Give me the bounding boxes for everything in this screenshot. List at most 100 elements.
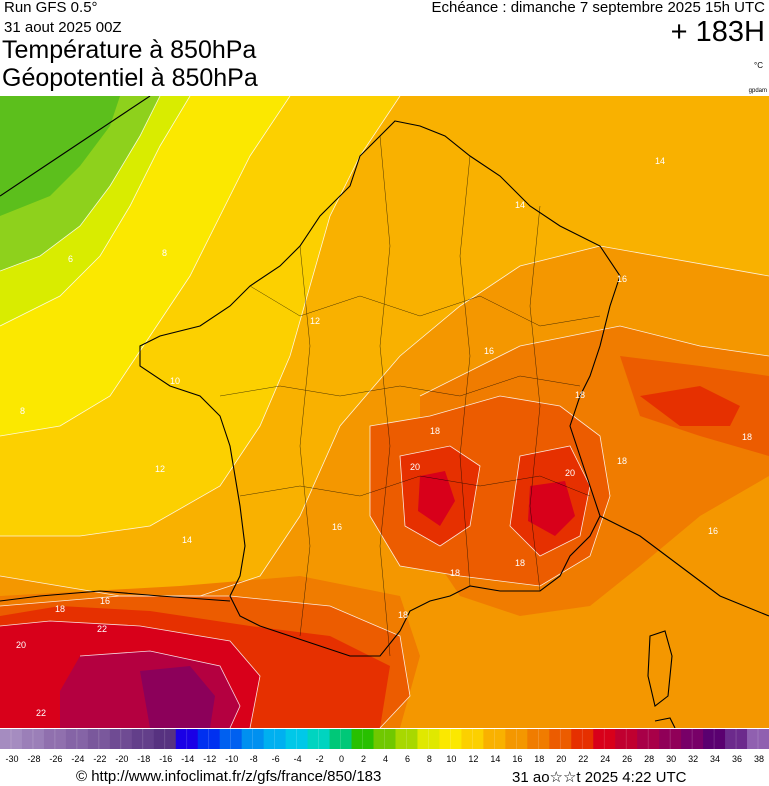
legend-swatch [549, 729, 572, 749]
legend-tick-label: 18 [534, 754, 544, 764]
contour-label: 10 [170, 376, 180, 386]
legend-tick-label: 26 [622, 754, 632, 764]
legend-swatch [747, 729, 769, 749]
generation-date: 31 ao☆☆t 2025 4:22 UTC [512, 769, 687, 786]
contour-label: 14 [655, 156, 665, 166]
contour-line [509, 445, 591, 557]
legend-swatch [263, 729, 287, 749]
legend-tick-label: 22 [578, 754, 588, 764]
legend-tick-label: 8 [427, 754, 432, 764]
gpdam-label: gpdam [748, 88, 767, 94]
legend-tick-label: 12 [468, 754, 478, 764]
legend-swatch [197, 729, 221, 749]
run-label: Run GFS 0.5° [4, 0, 98, 16]
region-border [219, 375, 581, 397]
corsica [647, 630, 673, 707]
legend-swatch [527, 729, 550, 749]
legend-tick-label: -10 [225, 754, 238, 764]
legend-tick-label: 24 [600, 754, 610, 764]
legend-tick-label: 14 [490, 754, 500, 764]
contour-label: 18 [450, 568, 460, 578]
region-border [379, 135, 391, 657]
legend-tick-label: 6 [405, 754, 410, 764]
contour-label: 16 [617, 274, 627, 284]
legend-tick-label: 10 [446, 754, 456, 764]
contour-line [0, 96, 291, 437]
legend-swatch [43, 729, 67, 749]
contour-label: 8 [20, 406, 25, 416]
legend-tick-label: -18 [137, 754, 150, 764]
contour-label: 16 [100, 596, 110, 606]
legend-tick-label: 4 [383, 754, 388, 764]
contour-label: 16 [708, 526, 718, 536]
contour-label: 22 [97, 624, 107, 634]
legend-tick-label: 38 [754, 754, 764, 764]
legend-swatch [153, 729, 177, 749]
contour-line [0, 96, 401, 537]
temperature-map: 6 8 8 10 12 12 14 14 14 16 16 16 16 18 1… [0, 96, 769, 728]
contour-label: 18 [398, 610, 408, 620]
contour-label: 20 [16, 640, 26, 650]
contour-lines [0, 96, 769, 728]
legend-swatch [637, 729, 660, 749]
legend-tick-label: -20 [115, 754, 128, 764]
contour-label: 18 [617, 456, 627, 466]
legend-swatch [241, 729, 265, 749]
contour-line [0, 96, 191, 327]
legend-swatch [681, 729, 704, 749]
legend-swatch [219, 729, 243, 749]
uk-coast [0, 96, 151, 197]
legend-swatch [131, 729, 155, 749]
sardinia [654, 717, 676, 728]
forecast-hour: + 183H [670, 16, 765, 48]
contour-label: 20 [565, 468, 575, 478]
contour-line [419, 325, 769, 397]
legend-swatch [329, 729, 353, 749]
legend-swatch [505, 729, 528, 749]
contour-label: 8 [162, 248, 167, 258]
legend-tick-label: 20 [556, 754, 566, 764]
contour-label: 18 [515, 558, 525, 568]
legend-swatch [0, 729, 23, 749]
zone-red-southeast [640, 386, 740, 426]
run-date: 31 aout 2025 00Z [4, 19, 122, 36]
legend-swatch [175, 729, 199, 749]
legend-swatch [373, 729, 397, 749]
contour-label: 16 [332, 522, 342, 532]
legend-swatch [395, 729, 419, 749]
contour-label: 18 [575, 390, 585, 400]
contour-label: 22 [36, 708, 46, 718]
legend-swatch [461, 729, 484, 749]
legend-tick-label: 16 [512, 754, 522, 764]
legend-tick-label: -4 [294, 754, 302, 764]
country-borders [0, 96, 769, 728]
legend-tick-label: -16 [159, 754, 172, 764]
legend-tick-label: 30 [666, 754, 676, 764]
contour-label: 14 [182, 535, 192, 545]
zone-red-dark-center [418, 471, 455, 526]
legend-tick-label: -12 [203, 754, 216, 764]
legend-tick-label: 0 [339, 754, 344, 764]
region-border [249, 285, 601, 327]
contour-label: 20 [410, 462, 420, 472]
legend-tick-label: -30 [5, 754, 18, 764]
contour-label: 18 [55, 604, 65, 614]
zone-red-dark-east [528, 481, 575, 536]
legend-swatch [593, 729, 616, 749]
contour-label: 18 [430, 426, 440, 436]
france-outline [139, 120, 621, 657]
legend-swatch [307, 729, 331, 749]
legend-tick-label: -6 [272, 754, 280, 764]
contour-label: 14 [515, 200, 525, 210]
zone-purple-southwest [140, 666, 215, 728]
legend-tick-label: -22 [93, 754, 106, 764]
legend-swatch [725, 729, 748, 749]
legend-swatch [285, 729, 309, 749]
legend-tick-label: 2 [361, 754, 366, 764]
legend-swatch [703, 729, 726, 749]
legend-swatch [109, 729, 133, 749]
color-scale-ticks: -30 -28 -26 -24 -22 -20 -18 -16 -14 -12 -10 -8 -6 -4-… [5, 754, 764, 764]
spain-coast [0, 590, 231, 602]
legend-swatch [439, 729, 462, 749]
contour-label: 6 [68, 254, 73, 264]
